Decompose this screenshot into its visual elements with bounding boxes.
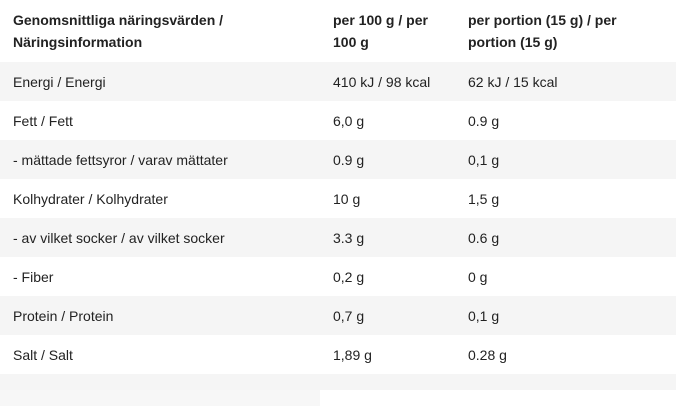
table-row: Fett / Fett 6,0 g 0.9 g [0,101,676,140]
nutrient-name: - av vilket socker / av vilket socker [13,229,225,246]
table-row: - av vilket socker / av vilket socker 3.… [0,218,676,257]
nutrient-name: Protein / Protein [13,307,114,324]
table-row: Salt / Salt 1,89 g 0.28 g [0,335,676,374]
table-header-row: Genomsnittliga näringsvärden / Näringsin… [0,0,676,62]
header-per-portion: per portion (15 g) / per portion (15 g) [468,12,617,50]
value-per-portion: 1,5 g [468,190,500,207]
header-nutrient: Genomsnittliga näringsvärden / Näringsin… [13,12,224,50]
nutrition-table: Genomsnittliga näringsvärden / Näringsin… [0,0,676,390]
table-row: - mättade fettsyror / varav mättater 0.9… [0,140,676,179]
table-row: Kolhydrater / Kolhydrater 10 g 1,5 g [0,179,676,218]
table-empty-row [0,374,676,390]
footer-strip [0,390,320,406]
value-per-100g: 3.3 g [333,229,365,246]
table-row: Energi / Energi 410 kJ / 98 kcal 62 kJ /… [0,62,676,101]
value-per-100g: 6,0 g [333,112,365,129]
table-row: Protein / Protein 0,7 g 0,1 g [0,296,676,335]
value-per-portion: 0 g [468,268,488,285]
nutrient-name: - Fiber [13,268,54,285]
value-per-100g: 0,7 g [333,307,365,324]
header-per-100g: per 100 g / per 100 g [333,12,428,50]
nutrient-name: Energi / Energi [13,73,106,90]
value-per-100g: 10 g [333,190,361,207]
value-per-100g: 1,89 g [333,346,372,363]
value-per-portion: 0.28 g [468,346,507,363]
nutrient-name: Fett / Fett [13,112,73,129]
value-per-portion: 0.9 g [468,112,500,129]
value-per-portion: 62 kJ / 15 kcal [468,73,558,90]
nutrient-name: - mättade fettsyror / varav mättater [13,151,228,168]
value-per-100g: 410 kJ / 98 kcal [333,73,431,90]
table-row: - Fiber 0,2 g 0 g [0,257,676,296]
value-per-100g: 0.9 g [333,151,365,168]
value-per-portion: 0,1 g [468,307,500,324]
nutrient-name: Salt / Salt [13,346,73,363]
value-per-portion: 0,1 g [468,151,500,168]
value-per-portion: 0.6 g [468,229,500,246]
value-per-100g: 0,2 g [333,268,365,285]
nutrient-name: Kolhydrater / Kolhydrater [13,190,168,207]
